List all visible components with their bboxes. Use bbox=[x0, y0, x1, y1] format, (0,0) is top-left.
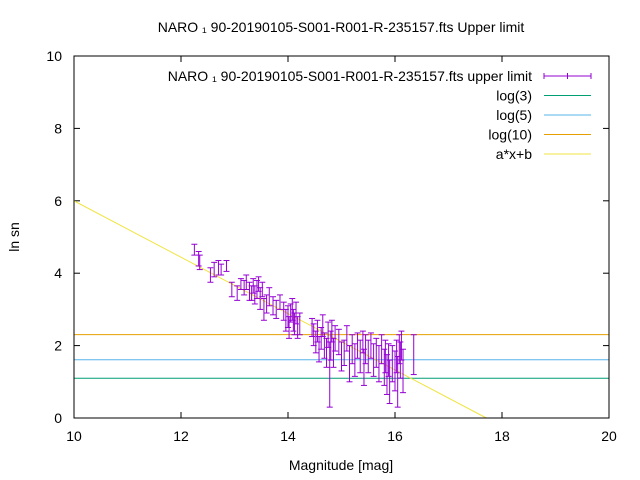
y-tick-label: 10 bbox=[46, 48, 62, 64]
error-bar-point bbox=[389, 345, 396, 383]
error-bar-point bbox=[341, 339, 348, 367]
error-bar-point bbox=[260, 298, 267, 321]
x-axis-label: Magnitude [mag] bbox=[289, 457, 393, 473]
error-bar-point bbox=[400, 348, 407, 394]
error-bar-point bbox=[354, 332, 361, 359]
error-bar-point bbox=[351, 343, 358, 377]
error-bar-point bbox=[195, 250, 202, 267]
error-bar-point bbox=[273, 299, 280, 319]
error-bar-point bbox=[276, 294, 283, 310]
error-bar-point bbox=[218, 263, 225, 276]
error-bar-point bbox=[196, 254, 203, 271]
y-tick-label: 6 bbox=[54, 193, 62, 209]
error-bar-point bbox=[237, 278, 244, 290]
error-bar-point bbox=[234, 285, 241, 301]
error-bar-point bbox=[373, 337, 380, 368]
error-bar-point bbox=[332, 325, 339, 352]
x-tick-label: 20 bbox=[601, 428, 617, 444]
y-tick-label: 8 bbox=[54, 120, 62, 136]
legend: NARO ₁ 90-20190105-S001-R001-R-235157.ft… bbox=[168, 68, 592, 162]
plot-frame bbox=[73, 55, 610, 419]
error-bars bbox=[191, 243, 417, 408]
error-bar-point bbox=[410, 334, 417, 376]
error-bar-point bbox=[263, 294, 270, 314]
legend-label: log(5) bbox=[496, 107, 532, 123]
error-bar-point bbox=[270, 296, 277, 316]
x-tick-label: 16 bbox=[387, 428, 403, 444]
error-bar-point bbox=[266, 287, 273, 307]
error-bar-point bbox=[228, 281, 235, 298]
x-tick-label: 14 bbox=[280, 428, 296, 444]
x-tick-label: 12 bbox=[173, 428, 189, 444]
legend-label: NARO ₁ 90-20190105-S001-R001-R-235157.ft… bbox=[168, 68, 532, 84]
error-bar-point bbox=[338, 341, 345, 372]
error-bar-point bbox=[243, 274, 250, 290]
error-bar-point bbox=[343, 325, 350, 352]
y-tick-label: 0 bbox=[54, 410, 62, 426]
error-bar-point bbox=[327, 330, 334, 361]
x-tick-label: 10 bbox=[66, 428, 82, 444]
error-bar-point bbox=[370, 343, 377, 377]
error-bar-point bbox=[223, 260, 230, 272]
error-bar-point bbox=[259, 281, 266, 298]
error-bar-point bbox=[365, 339, 372, 374]
error-bar-point bbox=[367, 332, 374, 359]
error-bar-point bbox=[191, 243, 198, 256]
chart-title: NARO ₁ 90-20190105-S001-R001-R-235157.ft… bbox=[158, 19, 525, 35]
legend-label: log(10) bbox=[488, 127, 532, 143]
y-tick-label: 4 bbox=[54, 265, 62, 281]
legend-label: a*x+b bbox=[496, 146, 532, 162]
y-tick-label: 2 bbox=[54, 338, 62, 354]
error-bar-point bbox=[381, 348, 388, 386]
error-bar-point bbox=[362, 334, 369, 365]
error-bar-point bbox=[349, 334, 356, 365]
error-bar-point bbox=[207, 267, 214, 283]
error-bar-point bbox=[211, 261, 218, 278]
x-tick-label: 18 bbox=[494, 428, 510, 444]
y-axis-label: ln sn bbox=[6, 222, 22, 252]
error-bar-point bbox=[296, 312, 303, 336]
error-bar-point bbox=[357, 339, 364, 374]
legend-label: log(3) bbox=[496, 88, 532, 104]
